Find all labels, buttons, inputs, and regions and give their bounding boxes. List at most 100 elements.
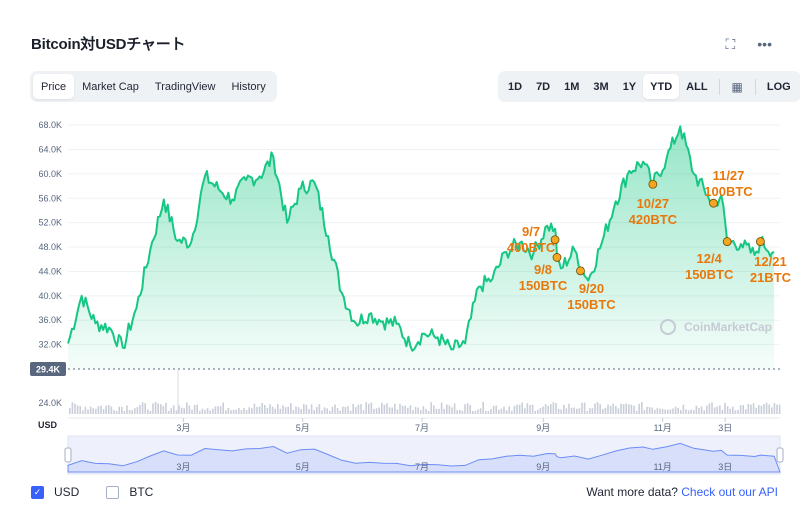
volume-bar [121, 406, 123, 414]
volume-bar [89, 406, 92, 414]
tab-tradingview[interactable]: TradingView [154, 80, 216, 93]
range-1y[interactable]: 1Y [622, 80, 637, 93]
volume-bar [357, 404, 360, 414]
volume-bar [485, 410, 487, 414]
currency-legend: ✓ USD BTC [31, 485, 180, 499]
volume-bar [583, 402, 586, 414]
volume-bar [500, 408, 503, 414]
more-horizontal-icon[interactable]: ••• [757, 36, 772, 52]
range-1d[interactable]: 1D [508, 80, 523, 93]
volume-bar [625, 403, 627, 414]
volume-bar [570, 407, 573, 414]
range-all[interactable]: ALL [686, 80, 708, 93]
volume-bar [547, 405, 549, 414]
volume-bar [435, 408, 438, 414]
volume-bar [316, 406, 318, 414]
navigator-tick-label: 5月 [296, 462, 310, 472]
volume-bar [518, 404, 521, 414]
volume-bar [700, 406, 703, 414]
volume-bar [79, 406, 81, 414]
annotation-date: 12/21 [754, 254, 787, 269]
log-toggle[interactable]: LOG [766, 80, 791, 93]
volume-bar [217, 406, 219, 414]
expand-icon[interactable]: ⛶ [725, 36, 736, 52]
volume-bar [167, 410, 170, 414]
purchase-marker [550, 235, 560, 245]
volume-bar [368, 403, 370, 414]
purchase-marker [709, 198, 718, 208]
volume-bar [651, 407, 653, 414]
api-link[interactable]: Check out our API [681, 485, 778, 499]
volume-bar [420, 410, 422, 414]
volume-bar [365, 402, 367, 414]
volume-bar [505, 410, 508, 414]
volume-bar [69, 407, 71, 414]
range-divider-2 [754, 78, 756, 95]
chart-title: Bitcoin対USDチャート [31, 36, 186, 53]
range-divider [718, 78, 720, 95]
volume-bar [609, 406, 612, 414]
volume-bar [752, 403, 755, 414]
range-ytd[interactable]: YTD [643, 74, 680, 99]
volume-bar [149, 411, 152, 414]
volume-bar [557, 408, 560, 414]
volume-bar [287, 406, 289, 414]
volume-bar [771, 407, 773, 414]
range-3m[interactable]: 3M [593, 80, 609, 93]
volume-bar [183, 408, 185, 414]
navigator-line [67, 442, 781, 473]
volume-bar [477, 409, 479, 414]
navigator-handle-right[interactable] [776, 447, 784, 463]
volume-bar [180, 407, 183, 414]
volume-bar [412, 410, 414, 414]
volume-bar [474, 410, 477, 414]
volume-bar [459, 409, 461, 414]
volume-bar [440, 402, 443, 414]
volume-bar [544, 404, 547, 414]
volume-bar [490, 409, 492, 414]
volume-bar [456, 410, 458, 414]
tab-history[interactable]: History [231, 80, 266, 93]
navigator[interactable] [67, 435, 781, 475]
legend-usd-label: USD [54, 485, 80, 499]
volume-bar [495, 405, 497, 414]
check-icon[interactable]: ✓ [31, 485, 44, 499]
volume-bar [443, 408, 445, 414]
legend-btc[interactable]: BTC [106, 485, 153, 499]
volume-bar [591, 408, 594, 414]
price-area [68, 126, 775, 370]
volume-bar [373, 408, 375, 414]
range-7d[interactable]: 7D [536, 80, 551, 93]
tab-market-cap[interactable]: Market Cap [82, 80, 139, 93]
volume-bar [479, 408, 482, 414]
volume-bar [245, 410, 248, 414]
volume-bar [524, 408, 526, 414]
volume-bar [404, 405, 406, 414]
volume-bar [448, 405, 451, 414]
volume-bar [326, 408, 328, 414]
purchase-marker [648, 179, 658, 189]
range-1m[interactable]: 1M [564, 80, 580, 93]
volume-bar [758, 405, 760, 414]
checkbox-empty-icon[interactable] [106, 485, 120, 499]
legend-usd[interactable]: ✓ USD [31, 485, 79, 499]
navigator-handle-left[interactable] [64, 447, 72, 463]
volume-bar [136, 407, 139, 414]
calendar-icon[interactable]: ▦ [731, 79, 743, 94]
volume-bar [721, 409, 724, 414]
volume-bar [126, 405, 128, 414]
purchase-marker [722, 237, 732, 246]
volume-bar [297, 407, 300, 414]
volume-bar [375, 408, 378, 414]
annotation-date: 9/20 [579, 281, 604, 296]
legend-btc-label: BTC [129, 485, 154, 499]
api-promo-text: Want more data? [586, 485, 678, 499]
volume-bar [323, 407, 326, 414]
volume-bar [399, 403, 401, 414]
volume-bar [118, 406, 120, 414]
volume-bar [329, 411, 331, 414]
volume-bar [617, 408, 620, 414]
tab-price[interactable]: Price [33, 74, 75, 99]
volume-bar [349, 410, 352, 414]
